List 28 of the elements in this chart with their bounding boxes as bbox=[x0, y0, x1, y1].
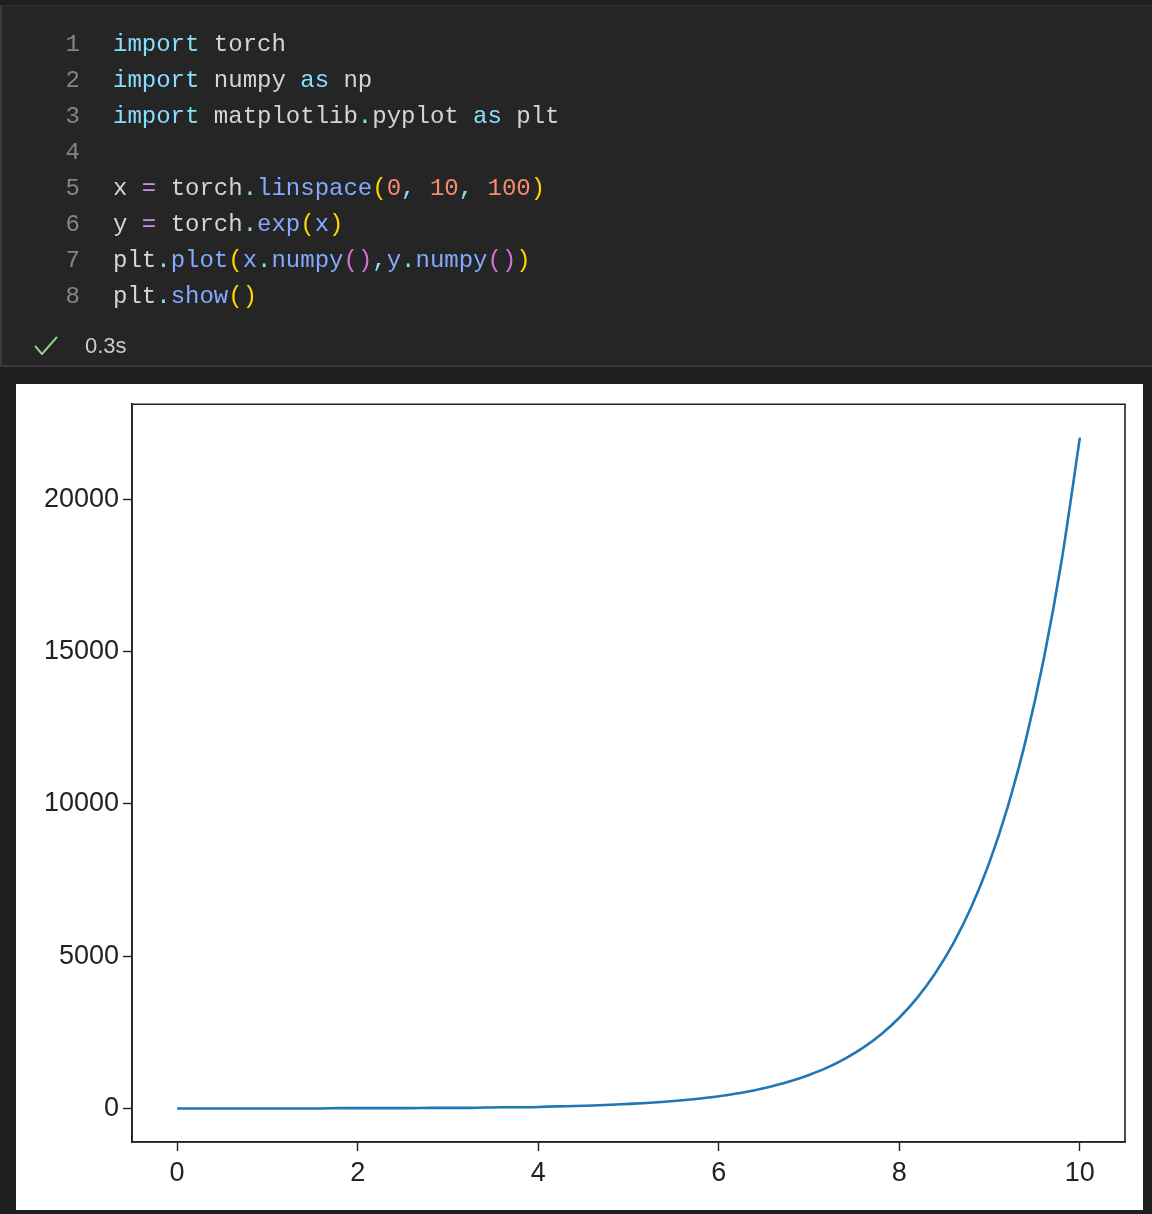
text: 1 bbox=[64, 30, 80, 60]
y-tick-label: 10000 bbox=[43, 787, 119, 818]
line-series bbox=[175, 436, 1082, 1110]
x-tick-label: 4 bbox=[530, 1156, 546, 1187]
text: 4 bbox=[64, 138, 80, 168]
text: 7 bbox=[64, 246, 80, 276]
x-tick-label: 6 bbox=[711, 1156, 727, 1187]
y-tick-label: 5000 bbox=[58, 939, 119, 970]
text: 5 bbox=[64, 174, 80, 204]
text: import matplotlib.pyplot as plt bbox=[113, 103, 560, 130]
text: 6 bbox=[64, 210, 80, 240]
text: plt.show() bbox=[113, 283, 258, 310]
text: import torch bbox=[113, 31, 286, 58]
x-tick-label: 10 bbox=[1064, 1156, 1095, 1187]
text: 0.3s bbox=[85, 332, 127, 360]
x-tick-label: 8 bbox=[891, 1156, 907, 1187]
text: y = torch.exp(x) bbox=[113, 211, 344, 238]
x-tick-label: 2 bbox=[350, 1156, 366, 1187]
y-tick-label: 15000 bbox=[43, 635, 119, 666]
text: 2 bbox=[64, 66, 80, 96]
text: plt.plot(x.numpy(),y.numpy()) bbox=[113, 247, 531, 274]
y-tick-label: 0 bbox=[103, 1091, 119, 1122]
text: 3 bbox=[64, 102, 80, 132]
y-tick-label: 20000 bbox=[43, 482, 119, 513]
text: import numpy as np bbox=[113, 67, 373, 94]
text: x = torch.linspace(0, 10, 100) bbox=[113, 175, 546, 202]
text: 8 bbox=[64, 282, 80, 312]
x-tick-label: 0 bbox=[169, 1156, 185, 1187]
